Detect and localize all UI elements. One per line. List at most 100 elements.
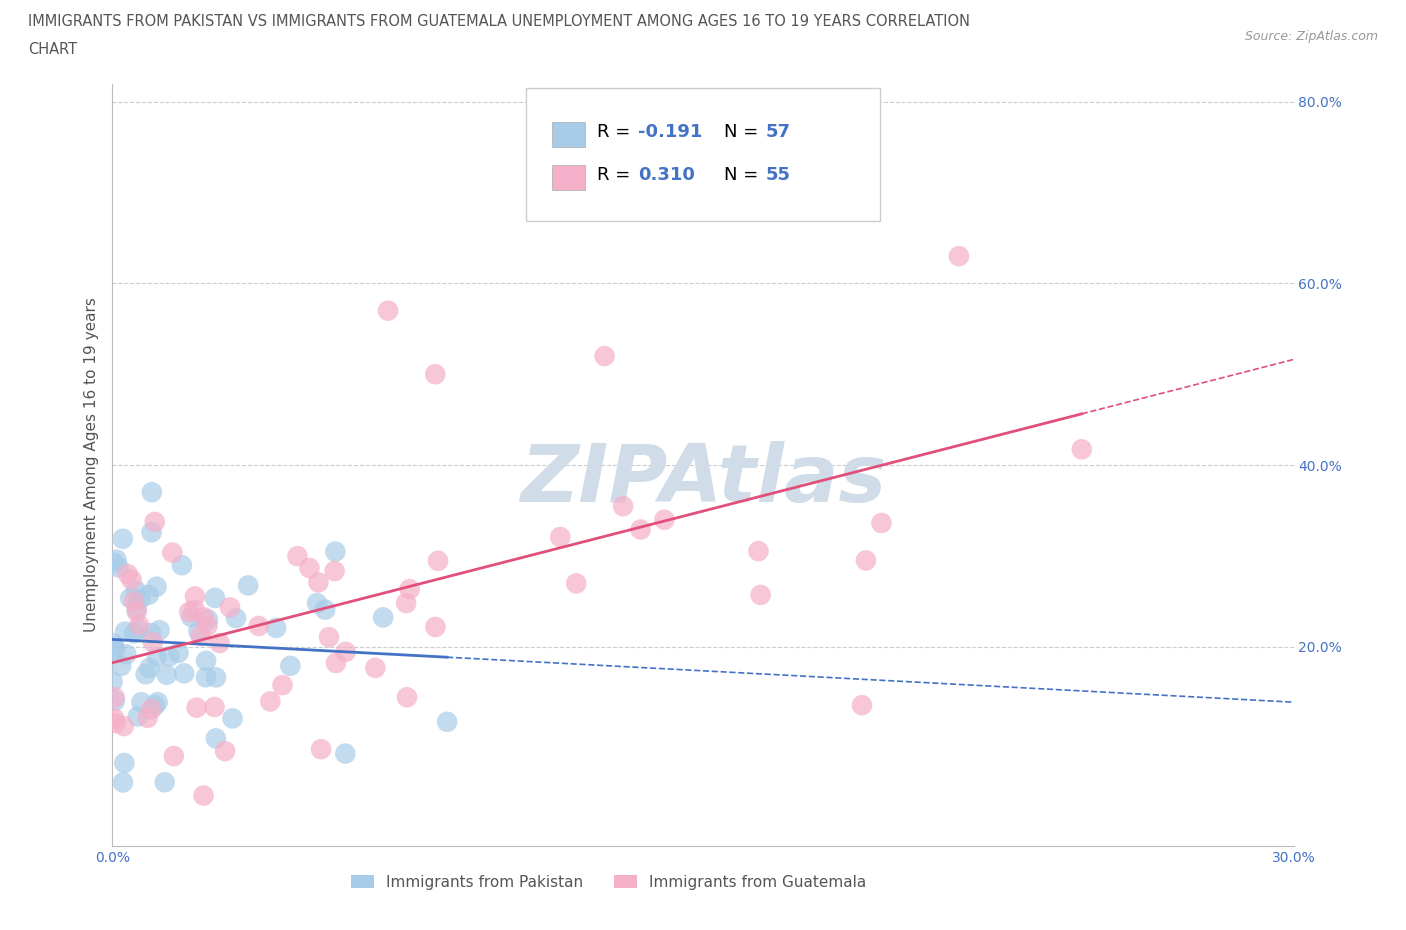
Text: R =: R = [596, 166, 636, 184]
Point [271, 678, 294, 693]
Point [855, 553, 877, 568]
Point [287, 549, 309, 564]
Point [398, 581, 420, 596]
FancyBboxPatch shape [551, 166, 585, 191]
Point [264, 620, 287, 635]
Point [167, 645, 190, 660]
Point [193, 788, 215, 803]
Point [305, 595, 328, 610]
Point [565, 576, 588, 591]
Point [129, 591, 152, 606]
Text: ZIPAtlas: ZIPAtlas [520, 441, 886, 519]
Point [103, 636, 125, 651]
Point [122, 593, 145, 608]
Point [219, 600, 242, 615]
Point [131, 695, 153, 710]
Point [197, 612, 219, 627]
Point [128, 622, 150, 637]
Point [135, 667, 157, 682]
Point [425, 619, 447, 634]
Point [225, 611, 247, 626]
Point [325, 544, 347, 559]
Text: 57: 57 [766, 123, 790, 140]
Point [208, 635, 231, 650]
Point [112, 719, 135, 734]
Point [307, 575, 329, 590]
Point [121, 572, 143, 587]
Point [395, 595, 418, 610]
Point [138, 588, 160, 603]
Point [377, 303, 399, 318]
Point [179, 604, 201, 619]
Text: IMMIGRANTS FROM PAKISTAN VS IMMIGRANTS FROM GUATEMALA UNEMPLOYMENT AMONG AGES 16: IMMIGRANTS FROM PAKISTAN VS IMMIGRANTS F… [28, 14, 970, 29]
Point [112, 755, 135, 770]
Point [298, 561, 321, 576]
Point [117, 566, 139, 581]
Point [630, 522, 652, 537]
Point [104, 690, 127, 705]
Point [111, 531, 134, 546]
Point [162, 545, 184, 560]
Point [184, 589, 207, 604]
Point [146, 650, 169, 665]
Point [143, 698, 166, 713]
Point [851, 698, 873, 712]
Point [141, 525, 163, 539]
Point [197, 618, 219, 633]
Point [747, 544, 769, 559]
Point [436, 714, 458, 729]
Point [194, 670, 217, 684]
Text: Source: ZipAtlas.com: Source: ZipAtlas.com [1244, 30, 1378, 43]
Point [153, 775, 176, 790]
Point [103, 555, 125, 570]
Y-axis label: Unemployment Among Ages 16 to 19 years: Unemployment Among Ages 16 to 19 years [83, 298, 98, 632]
Text: N =: N = [724, 123, 765, 140]
Point [1070, 442, 1092, 457]
Point [280, 658, 302, 673]
Point [142, 634, 165, 649]
Point [145, 579, 167, 594]
Point [125, 602, 148, 617]
Point [612, 498, 634, 513]
Point [335, 746, 357, 761]
Point [204, 591, 226, 605]
Point [148, 623, 170, 638]
Point [238, 578, 260, 592]
Text: -0.191: -0.191 [638, 123, 703, 140]
Point [364, 660, 387, 675]
FancyBboxPatch shape [551, 122, 585, 147]
Point [105, 552, 128, 567]
Point [143, 514, 166, 529]
Point [120, 591, 142, 605]
Point [138, 660, 160, 675]
Point [221, 711, 243, 725]
Point [427, 553, 450, 568]
Point [180, 609, 202, 624]
Point [593, 349, 616, 364]
Point [425, 366, 447, 381]
Point [115, 647, 138, 662]
Text: CHART: CHART [28, 42, 77, 57]
Point [173, 666, 195, 681]
Point [654, 512, 676, 527]
Point [157, 649, 180, 664]
Point [136, 711, 159, 725]
Point [204, 699, 226, 714]
Point [125, 604, 148, 618]
Point [104, 643, 127, 658]
Point [183, 603, 205, 618]
Point [110, 658, 132, 673]
Point [325, 656, 347, 671]
Point [948, 248, 970, 263]
Text: 0.310: 0.310 [638, 166, 695, 184]
Point [190, 629, 212, 644]
Point [548, 529, 571, 544]
Point [870, 515, 893, 530]
Point [205, 670, 228, 684]
Point [155, 668, 177, 683]
Point [104, 694, 127, 709]
Point [186, 700, 208, 715]
Point [371, 610, 394, 625]
Point [122, 626, 145, 641]
Text: 55: 55 [766, 166, 790, 184]
